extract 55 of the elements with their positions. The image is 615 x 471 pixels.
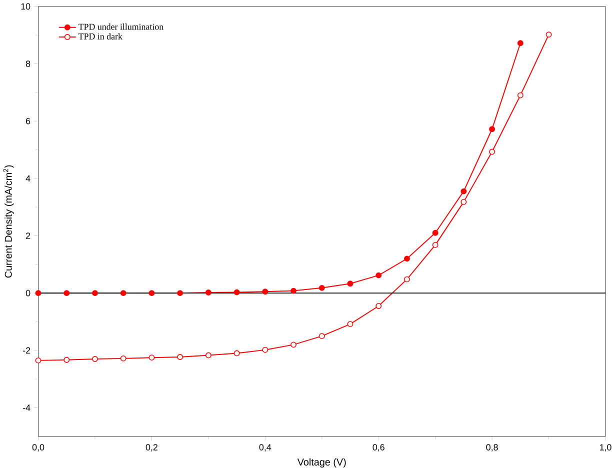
point xyxy=(92,290,98,296)
y-tick-label: 0 xyxy=(26,290,30,296)
point xyxy=(35,290,42,296)
y-tick-label: 2 xyxy=(26,232,30,239)
point xyxy=(517,92,524,98)
legend-label: TPD in dark xyxy=(78,33,122,40)
legend-label: TPD under illumination xyxy=(78,24,164,30)
point xyxy=(64,356,70,363)
point xyxy=(234,289,240,296)
point xyxy=(404,256,410,262)
y-tick-label: 10 xyxy=(21,3,30,10)
point xyxy=(432,230,438,236)
y-tick-label: 4 xyxy=(26,175,30,182)
y-tick-label: 6 xyxy=(26,118,30,124)
point xyxy=(120,290,126,296)
point xyxy=(234,350,240,356)
point xyxy=(376,272,382,278)
x-tick-label: 1,0 xyxy=(600,444,612,452)
x-tick-label: 0,8 xyxy=(486,444,498,452)
point xyxy=(262,346,268,353)
point xyxy=(290,288,296,294)
x-axis-title: Voltage (V) xyxy=(297,458,346,468)
point xyxy=(35,358,42,364)
x-tick-label: 0,2 xyxy=(146,444,158,452)
point xyxy=(92,356,98,362)
point xyxy=(460,199,467,205)
point xyxy=(177,290,184,296)
x-tick-label: 0,6 xyxy=(372,444,384,452)
point xyxy=(205,352,212,358)
y-axis-title: Current Density (mA/cm$^{2}$) xyxy=(3,165,14,278)
point xyxy=(318,333,325,340)
point xyxy=(120,356,126,362)
point xyxy=(404,276,410,282)
point xyxy=(262,288,268,295)
point xyxy=(347,321,354,328)
x-tick-label: 0,4 xyxy=(259,444,272,452)
point xyxy=(64,290,70,296)
point xyxy=(460,188,467,194)
point xyxy=(489,126,496,132)
point xyxy=(205,290,212,296)
point xyxy=(148,354,155,361)
y-tick-label: -2 xyxy=(23,347,30,354)
point xyxy=(347,280,354,287)
point xyxy=(546,32,552,38)
x-tick-label: 0,0 xyxy=(32,444,44,452)
point xyxy=(432,242,438,248)
point xyxy=(517,40,524,46)
point xyxy=(148,290,155,296)
point xyxy=(489,148,496,155)
y-tick-label: -4 xyxy=(23,404,30,411)
y-tick-label: 8 xyxy=(26,60,30,68)
point xyxy=(177,354,184,360)
point xyxy=(290,342,296,348)
point xyxy=(376,303,382,310)
point xyxy=(318,285,325,291)
